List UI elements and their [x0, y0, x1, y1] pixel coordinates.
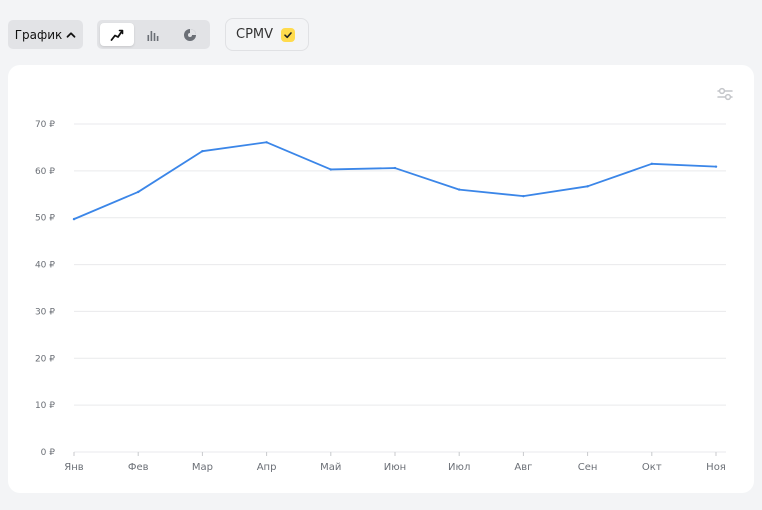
y-axis-ticks: 0 ₽ 10 ₽ 20 ₽ 30 ₽ 40 ₽ 50 ₽ 60 ₽ 70 ₽ [35, 120, 55, 458]
bar-chart-tab[interactable] [136, 23, 170, 46]
chart-card: 0 ₽ 10 ₽ 20 ₽ 30 ₽ 40 ₽ 50 ₽ 60 ₽ 70 ₽ Янв Фев Ма… [8, 65, 754, 493]
y-tick-label: 30 ₽ [35, 307, 55, 317]
data-point[interactable] [137, 190, 140, 194]
y-tick-label: 40 ₽ [35, 261, 55, 271]
y-tick-label: 50 ₽ [35, 214, 55, 224]
y-tick-label: 60 ₽ [35, 167, 55, 177]
data-point[interactable] [650, 162, 653, 166]
x-tick-label: Фев [128, 462, 149, 473]
x-tick-label: Мар [192, 462, 213, 473]
data-point[interactable] [329, 168, 332, 171]
x-tick-label: Апр [257, 462, 277, 473]
checkbox-checked-icon[interactable] [281, 27, 296, 42]
data-point[interactable] [393, 166, 397, 170]
line-chart-icon [110, 29, 124, 41]
x-tick-label: Авг [514, 462, 532, 473]
data-point[interactable] [714, 165, 718, 168]
settings-sliders-icon[interactable] [716, 85, 734, 103]
bar-chart-icon [147, 30, 159, 41]
view-dropdown-button[interactable]: График [8, 20, 83, 49]
y-tick-label: 10 ₽ [35, 401, 55, 411]
data-point[interactable] [458, 188, 461, 191]
data-point[interactable] [201, 149, 204, 153]
x-tick-label: Июл [448, 462, 470, 473]
data-point[interactable] [586, 185, 589, 188]
x-tick-label: Окт [642, 462, 662, 473]
line-chart-tab[interactable] [100, 23, 135, 46]
pie-chart-tab[interactable] [173, 23, 207, 46]
x-tick-label: Май [320, 462, 341, 473]
y-tick-label: 70 ₽ [35, 120, 55, 130]
series-line [73, 141, 717, 221]
y-tick-label: 0 ₽ [41, 448, 56, 458]
line-chart: 0 ₽ 10 ₽ 20 ₽ 30 ₽ 40 ₽ 50 ₽ 60 ₽ 70 ₽ Янв Фев Ма… [35, 120, 726, 473]
x-tick-label: Янв [64, 462, 83, 473]
x-tick-label: Сен [578, 462, 598, 473]
x-tick-label: Ноя [706, 462, 726, 473]
y-tick-label: 20 ₽ [35, 354, 55, 364]
pie-chart-icon [183, 28, 196, 41]
data-point[interactable] [265, 141, 268, 144]
data-point[interactable] [72, 217, 76, 221]
series-layer [72, 141, 718, 221]
chevron-up-icon [66, 31, 76, 38]
data-point[interactable] [522, 194, 525, 198]
chart-type-switcher [97, 20, 210, 49]
view-dropdown-label: График [14, 27, 63, 42]
x-axis-ticks: Янв Фев Мар Апр Май Июн Июл Авг Сен Окт Ноя [64, 452, 726, 473]
grid-layer [74, 123, 726, 453]
metric-label: CPMV [236, 27, 274, 42]
x-tick-label: Июн [384, 462, 406, 473]
metric-cpmv-chip[interactable]: CPMV [225, 18, 309, 51]
